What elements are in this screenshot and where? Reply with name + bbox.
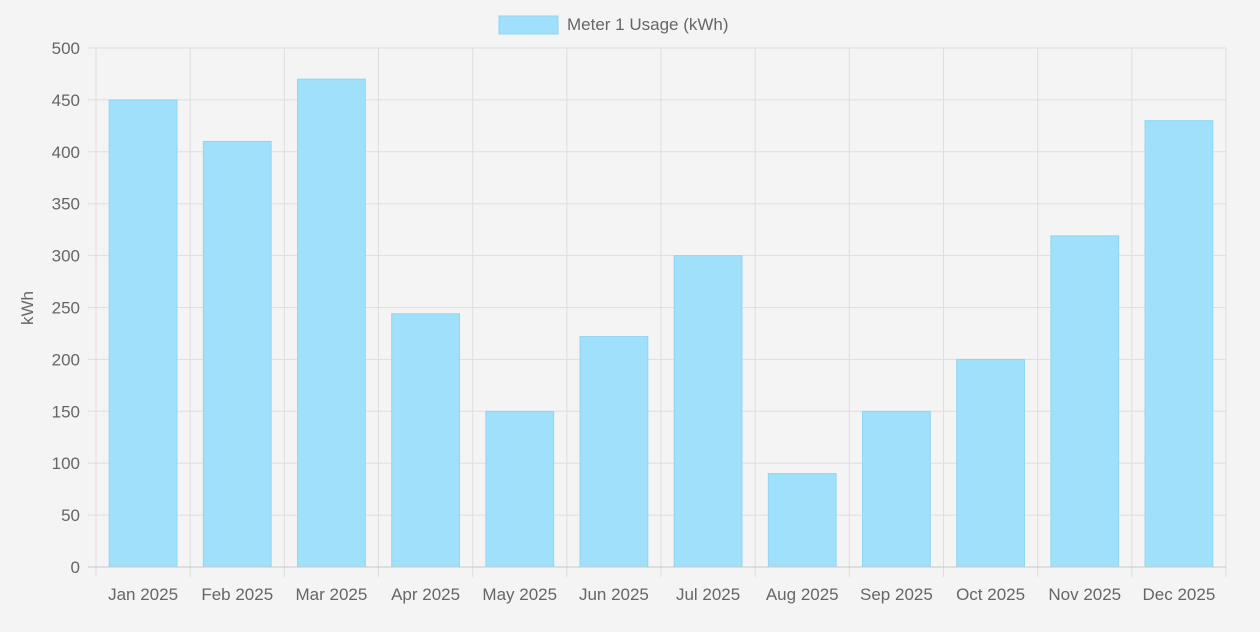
x-tick-label: Dec 2025 [1143, 585, 1216, 604]
bar-layer [108, 78, 1214, 568]
bar-nov-2025[interactable] [1050, 235, 1120, 568]
legend-label[interactable]: Meter 1 Usage (kWh) [567, 15, 729, 34]
y-tick-label: 400 [52, 143, 80, 162]
x-tick-label: Sep 2025 [860, 585, 933, 604]
x-tick-label: Mar 2025 [296, 585, 368, 604]
bar-apr-2025[interactable] [391, 313, 460, 568]
y-tick-label: 500 [52, 39, 80, 58]
legend-swatch[interactable] [498, 15, 559, 35]
x-tick-label: Feb 2025 [201, 585, 273, 604]
y-tick-label: 450 [52, 91, 80, 110]
legend[interactable]: Meter 1 Usage (kWh) [498, 15, 729, 35]
bar-may-2025[interactable] [485, 410, 555, 568]
y-tick-label: 300 [52, 247, 80, 266]
y-tick-label: 350 [52, 195, 80, 214]
bar-jun-2025[interactable] [579, 336, 649, 568]
x-tick-label: Jun 2025 [579, 585, 649, 604]
y-tick-label: 250 [52, 299, 80, 318]
x-tick-label: Oct 2025 [956, 585, 1025, 604]
grid-layer [88, 47, 1227, 577]
bar-sep-2025[interactable] [862, 410, 931, 568]
x-tick-label: May 2025 [482, 585, 557, 604]
x-tick-label: Apr 2025 [391, 585, 460, 604]
bar-oct-2025[interactable] [956, 358, 1025, 568]
x-tick-label: Nov 2025 [1048, 585, 1121, 604]
x-tick-label: Jan 2025 [108, 585, 178, 604]
bar-mar-2025[interactable] [297, 78, 366, 568]
axis-layer: 0 50 100 150 200 250 300 350 400 450 500 Jan 2025 Fe… [52, 39, 1226, 604]
bar-aug-2025[interactable] [767, 473, 837, 568]
y-tick-label: 150 [52, 402, 80, 421]
x-tick-label: Jul 2025 [676, 585, 740, 604]
bar-dec-2025[interactable] [1144, 120, 1214, 568]
bar-jan-2025[interactable] [108, 99, 178, 568]
y-tick-label: 100 [52, 454, 80, 473]
y-axis-title: kWh [18, 291, 37, 325]
y-tick-label: 0 [71, 558, 80, 577]
x-tick-label: Aug 2025 [766, 585, 839, 604]
y-tick-label: 50 [61, 506, 80, 525]
y-tick-label: 200 [52, 350, 80, 369]
bar-feb-2025[interactable] [202, 140, 272, 568]
bar-jul-2025[interactable] [673, 255, 743, 568]
